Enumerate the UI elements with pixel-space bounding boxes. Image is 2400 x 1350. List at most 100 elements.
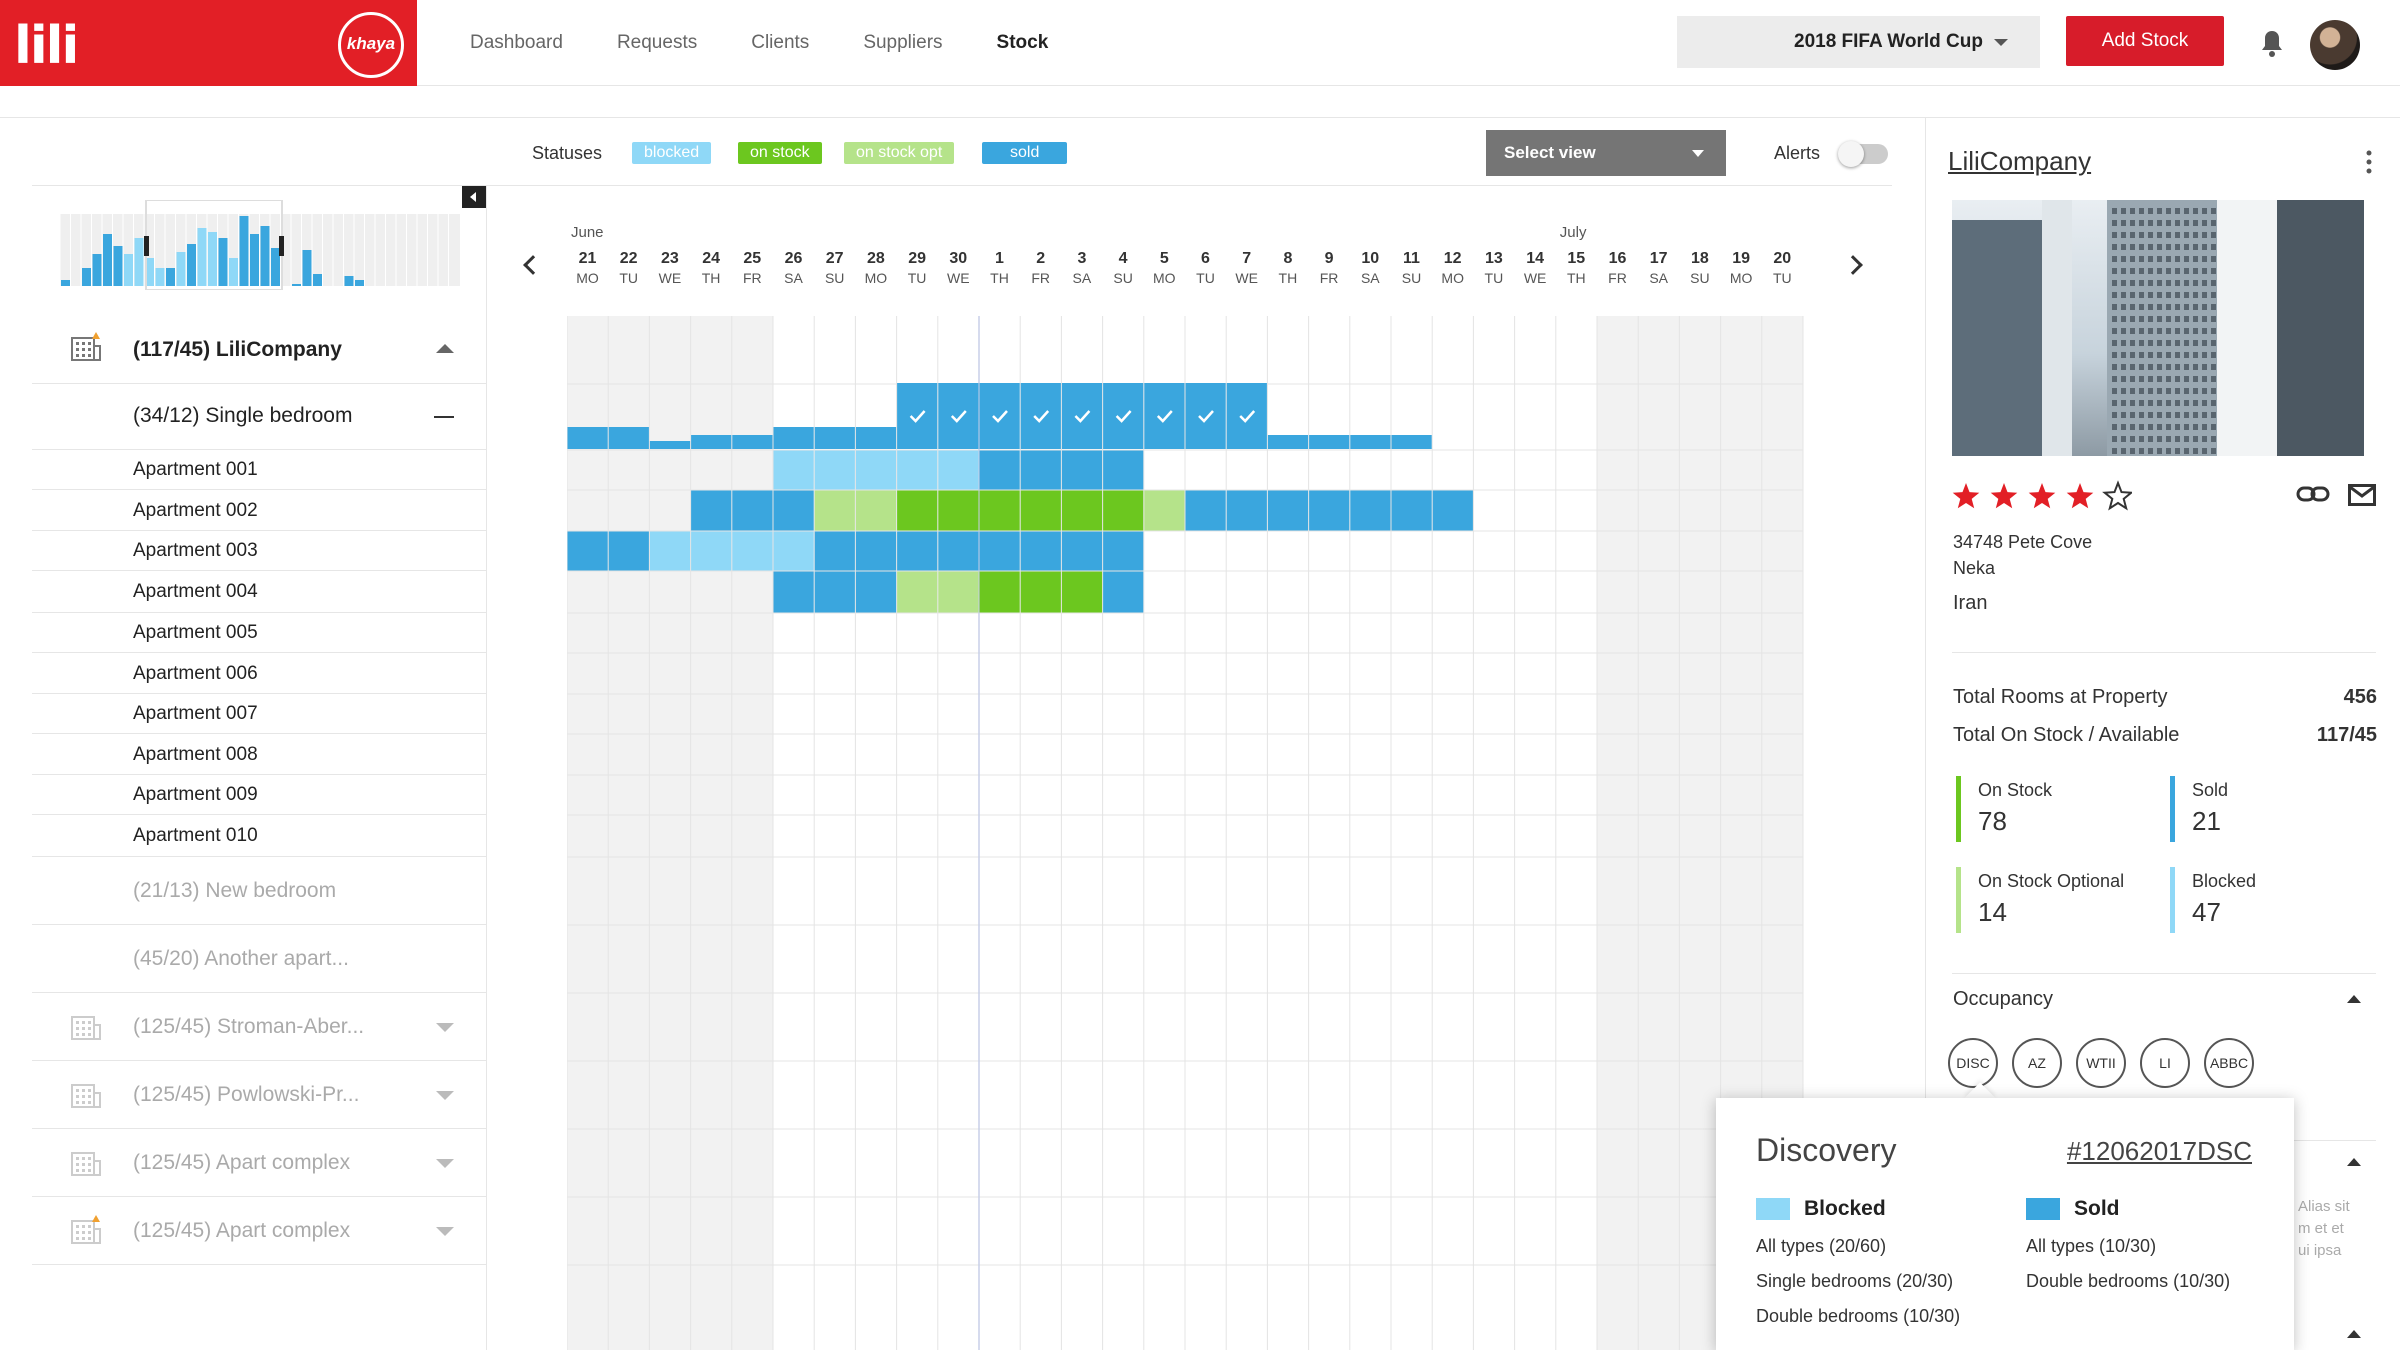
occupancy-abbc[interactable]: ABBC xyxy=(2204,1038,2254,1088)
grid-canvas[interactable] xyxy=(567,316,1810,1350)
select-view-dropdown[interactable]: Select view xyxy=(1486,130,1726,176)
chevron-up-icon[interactable] xyxy=(2347,1330,2361,1338)
date-column-21[interactable]: 21 MO xyxy=(567,250,608,286)
chevron-down-icon[interactable] xyxy=(436,1227,454,1236)
date-column-30[interactable]: 30 WE xyxy=(938,250,979,286)
sold-checked-cell[interactable] xyxy=(1020,383,1061,449)
tree-row-apartment[interactable]: Apartment 001 xyxy=(32,450,486,490)
date-column-11[interactable]: 11 SU xyxy=(1391,250,1432,286)
availability-cell[interactable] xyxy=(1103,531,1144,571)
availability-cell[interactable] xyxy=(1350,490,1391,531)
chevron-up-icon[interactable] xyxy=(2347,995,2361,1003)
availability-grid[interactable] xyxy=(567,316,1810,1350)
minus-icon[interactable] xyxy=(434,416,454,418)
availability-cell[interactable] xyxy=(855,450,897,490)
chevron-down-icon[interactable] xyxy=(436,1023,454,1032)
availability-cell[interactable] xyxy=(567,531,608,571)
nav-suppliers[interactable]: Suppliers xyxy=(863,32,943,53)
sold-checked-cell[interactable] xyxy=(1144,383,1185,449)
alerts-toggle[interactable] xyxy=(1838,141,1888,167)
date-column-15[interactable]: 15 TH xyxy=(1556,250,1597,286)
occupancy-wtii[interactable]: WTII xyxy=(2076,1038,2126,1088)
date-column-1[interactable]: 1 TH xyxy=(979,250,1020,286)
more-vertical-icon[interactable] xyxy=(2366,150,2372,174)
event-select[interactable]: 2018 FIFA World Cup xyxy=(1677,16,2040,68)
aggregate-bar[interactable] xyxy=(1391,435,1432,449)
availability-cell[interactable] xyxy=(814,490,855,531)
nav-stock[interactable]: Stock xyxy=(996,32,1049,53)
availability-cell[interactable] xyxy=(1185,490,1226,531)
date-column-6[interactable]: 6 TU xyxy=(1185,250,1226,286)
date-column-3[interactable]: 3 SA xyxy=(1061,250,1102,286)
status-chip-on-stock-opt[interactable]: on stock opt xyxy=(844,142,955,164)
sold-checked-cell[interactable] xyxy=(979,383,1020,449)
tree-row-apartment[interactable]: Apartment 002 xyxy=(32,490,486,531)
availability-cell[interactable] xyxy=(855,571,897,613)
availability-cell[interactable] xyxy=(773,571,814,613)
sold-checked-cell[interactable] xyxy=(1061,383,1103,449)
tree-row-room-type[interactable]: (21/13) New bedroom xyxy=(32,857,486,925)
availability-cell[interactable] xyxy=(979,450,1020,490)
availability-cell[interactable] xyxy=(855,490,897,531)
aggregate-bar[interactable] xyxy=(732,435,773,449)
chevron-down-icon[interactable] xyxy=(436,1091,454,1100)
date-column-27[interactable]: 27 SU xyxy=(814,250,855,286)
occupancy-az[interactable]: AZ xyxy=(2012,1038,2062,1088)
availability-cell[interactable] xyxy=(1103,490,1144,531)
date-column-26[interactable]: 26 SA xyxy=(773,250,814,286)
minimap-handle[interactable] xyxy=(279,236,284,256)
date-column-28[interactable]: 28 MO xyxy=(855,250,896,286)
lili-logo[interactable]: lili xyxy=(14,16,79,76)
date-column-29[interactable]: 29 TU xyxy=(897,250,938,286)
aggregate-bar[interactable] xyxy=(691,435,732,449)
date-column-13[interactable]: 13 TU xyxy=(1473,250,1514,286)
date-column-17[interactable]: 17 SA xyxy=(1638,250,1679,286)
tree-row-apartment[interactable]: Apartment 009 xyxy=(32,775,486,815)
star-filled-icon[interactable] xyxy=(2066,483,2094,509)
bell-icon[interactable] xyxy=(2260,28,2284,58)
availability-cell[interactable] xyxy=(1020,531,1061,571)
sold-checked-cell[interactable] xyxy=(1103,383,1144,449)
star-filled-icon[interactable] xyxy=(1990,483,2018,509)
availability-cell[interactable] xyxy=(897,531,938,571)
tree-row-apartment[interactable]: Apartment 010 xyxy=(32,815,486,857)
availability-cell[interactable] xyxy=(1061,571,1103,613)
date-column-8[interactable]: 8 TH xyxy=(1267,250,1308,286)
availability-cell[interactable] xyxy=(1061,531,1103,571)
availability-cell[interactable] xyxy=(1144,490,1185,531)
availability-cell[interactable] xyxy=(938,450,979,490)
occupancy-disc[interactable]: DISC xyxy=(1948,1038,1998,1088)
aggregate-bar[interactable] xyxy=(855,427,897,449)
sold-checked-cell[interactable] xyxy=(1185,383,1226,449)
status-chip-on-stock[interactable]: on stock xyxy=(738,142,822,164)
popover-id-link[interactable]: #12062017DSC xyxy=(2066,1136,2252,1166)
availability-cell[interactable] xyxy=(1020,571,1061,613)
rating-stars[interactable] xyxy=(1952,480,2132,514)
sold-checked-cell[interactable] xyxy=(1226,383,1267,449)
mail-icon[interactable] xyxy=(2348,484,2376,506)
availability-cell[interactable] xyxy=(773,490,814,531)
availability-cell[interactable] xyxy=(732,531,773,571)
tree-row-apartment[interactable]: Apartment 008 xyxy=(32,734,486,775)
status-chip-blocked[interactable]: blocked xyxy=(632,142,712,164)
date-column-10[interactable]: 10 SA xyxy=(1350,250,1391,286)
aggregate-bar[interactable] xyxy=(814,427,855,449)
date-column-19[interactable]: 19 MO xyxy=(1721,250,1762,286)
availability-cell[interactable] xyxy=(691,490,732,531)
aggregate-bar[interactable] xyxy=(1350,435,1391,449)
availability-cell[interactable] xyxy=(897,490,938,531)
chevron-up-icon[interactable] xyxy=(436,344,454,353)
aggregate-bar[interactable] xyxy=(608,427,649,449)
aggregate-bar[interactable] xyxy=(649,441,691,449)
occupancy-li[interactable]: LI xyxy=(2140,1038,2190,1088)
star-filled-icon[interactable] xyxy=(2028,483,2056,509)
availability-cell[interactable] xyxy=(1309,490,1350,531)
tree-row-room-type[interactable]: (34/12) Single bedroom xyxy=(32,384,486,450)
availability-cell[interactable] xyxy=(814,531,855,571)
date-column-4[interactable]: 4 SU xyxy=(1103,250,1144,286)
date-column-16[interactable]: 16 FR xyxy=(1597,250,1638,286)
availability-cell[interactable] xyxy=(1061,450,1103,490)
tree-row-apartment[interactable]: Apartment 004 xyxy=(32,571,486,613)
availability-cell[interactable] xyxy=(1020,450,1061,490)
availability-cell[interactable] xyxy=(732,490,773,531)
